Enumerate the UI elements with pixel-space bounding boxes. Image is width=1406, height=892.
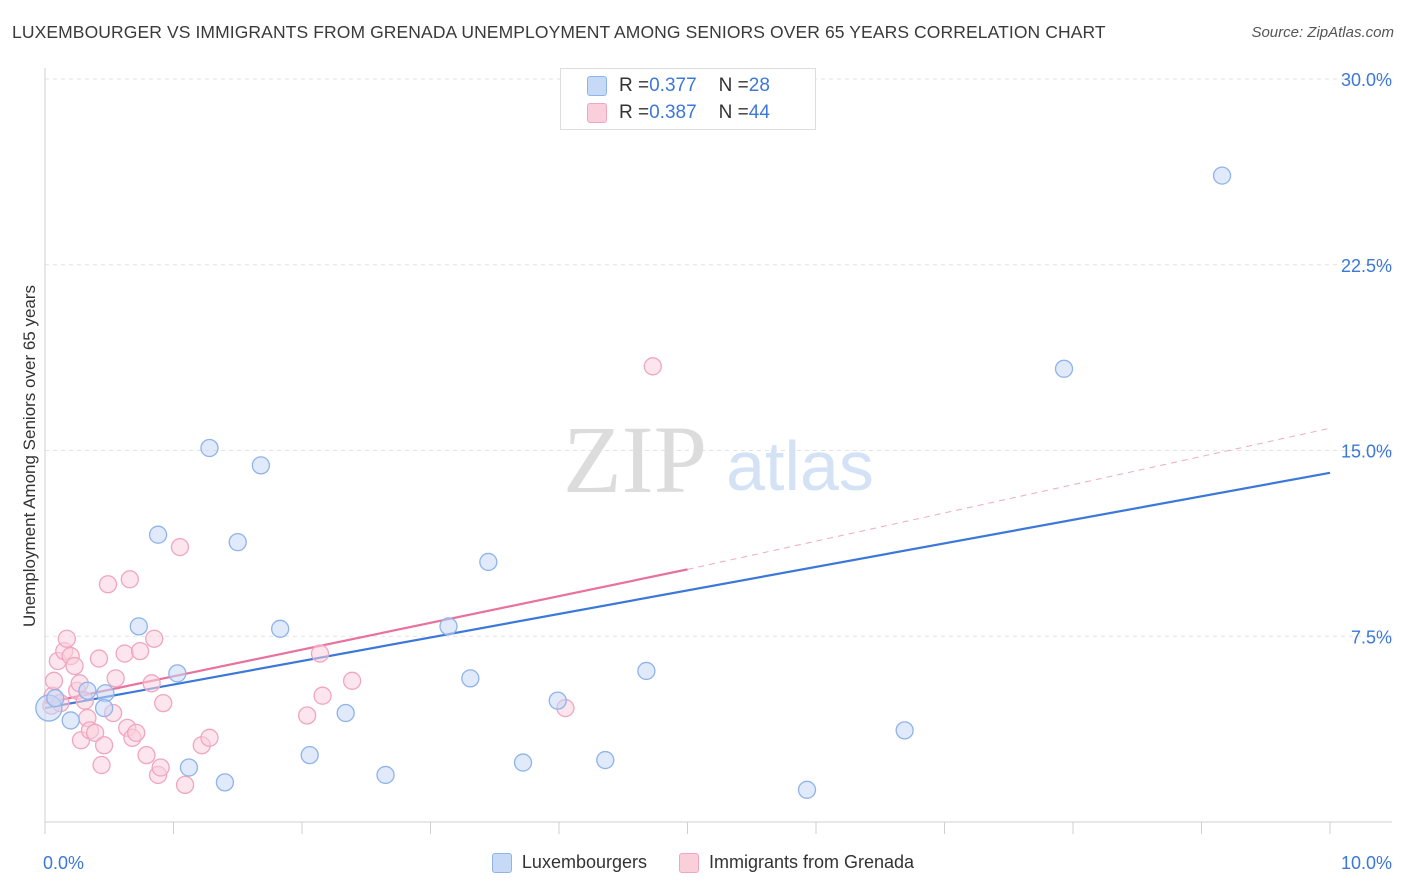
data-point (92, 755, 111, 775)
grid-lines (45, 78, 1392, 637)
source-label: Source: ZipAtlas.com (1251, 24, 1394, 41)
data-point (342, 671, 362, 690)
data-point (106, 669, 125, 688)
data-point (78, 681, 97, 700)
data-point (145, 629, 164, 648)
data-point (61, 711, 80, 730)
n-value: 28 (748, 75, 770, 96)
data-point (1212, 166, 1232, 185)
data-point (151, 758, 170, 777)
data-point (120, 570, 139, 589)
r-value: 0.377 (649, 75, 697, 96)
data-point (797, 780, 817, 799)
x-tick-label: 0.0% (43, 853, 84, 873)
data-point (129, 617, 148, 636)
y-tick-label: 30.0% (1341, 70, 1392, 90)
trend-line (44, 471, 1331, 710)
data-point (179, 758, 199, 777)
data-point (336, 703, 355, 723)
data-point (271, 619, 290, 638)
data-point (168, 664, 187, 683)
stats-legend: R = 0.377 N = 28 R = 0.387 N = 44 (560, 68, 816, 130)
y-tick-label: 7.5% (1351, 627, 1392, 647)
data-point (115, 644, 134, 663)
stats-row-luxembourgers: R = 0.377 N = 28 (587, 75, 770, 97)
data-point (1054, 359, 1074, 378)
legend-swatch-pink (679, 852, 699, 873)
data-point (310, 644, 330, 663)
data-point (228, 532, 247, 552)
data-point (200, 438, 219, 458)
legend-item-immigrants-from-grenada[interactable]: Immigrants from Grenada (679, 852, 914, 873)
data-point (57, 629, 76, 648)
data-point (895, 721, 914, 740)
series-legend: Luxembourgers Immigrants from Grenada (0, 852, 1406, 873)
n-value: 44 (748, 102, 770, 123)
data-point (461, 669, 480, 688)
data-point (548, 691, 567, 710)
data-point (94, 698, 114, 718)
data-point (65, 656, 84, 676)
legend-label: Immigrants from Grenada (709, 852, 915, 872)
data-point (142, 674, 161, 693)
data-point (130, 641, 150, 661)
legend-swatch-blue (491, 852, 512, 873)
y-tick-label: 22.5% (1341, 256, 1392, 276)
data-point (170, 537, 190, 557)
data-point (137, 745, 156, 765)
legend-swatch-pink (587, 103, 607, 123)
series-luxembourgers (35, 166, 1232, 799)
data-point (439, 617, 458, 636)
legend-swatch-blue (587, 76, 607, 96)
n-label: N = (718, 102, 749, 123)
legend-item-luxembourgers[interactable]: Luxembourgers (491, 852, 647, 873)
data-point (513, 753, 533, 772)
data-point (127, 723, 146, 742)
data-point (637, 661, 656, 681)
r-label: R = (619, 75, 650, 96)
data-point (215, 773, 235, 792)
data-point (313, 686, 332, 705)
data-point (98, 575, 118, 594)
data-point (46, 689, 65, 708)
data-point (89, 649, 109, 668)
data-point (85, 723, 105, 742)
tick-labels: 7.5% 15.0% 22.5% 30.0% 0.0% 10.0% (43, 70, 1392, 873)
y-tick-label: 15.0% (1341, 442, 1392, 462)
r-value: 0.387 (649, 102, 697, 123)
watermark-atlas: atlas (726, 427, 874, 505)
x-tick-label: 10.0% (1341, 853, 1392, 873)
data-point (154, 693, 173, 713)
watermark-zip: ZIP (563, 406, 707, 513)
data-point (376, 765, 395, 785)
legend-label: Luxembourgers (521, 852, 647, 872)
data-point (596, 750, 615, 770)
y-axis-label: Unemployment Among Seniors over 65 years (20, 284, 39, 628)
chart-title: LUXEMBOURGER VS IMMIGRANTS FROM GRENADA … (12, 22, 1106, 42)
data-point (479, 552, 498, 572)
data-point (297, 706, 317, 725)
n-label: N = (718, 75, 749, 96)
data-point (175, 775, 195, 794)
data-point (94, 736, 114, 755)
data-point (148, 525, 168, 544)
data-point (251, 456, 271, 475)
watermark: ZIP atlas (563, 406, 874, 513)
data-point (200, 728, 219, 747)
data-point (643, 357, 662, 376)
data-point (300, 745, 319, 765)
r-label: R = (619, 102, 650, 123)
data-point (44, 671, 64, 690)
stats-row-grenada: R = 0.387 N = 44 (587, 102, 770, 124)
